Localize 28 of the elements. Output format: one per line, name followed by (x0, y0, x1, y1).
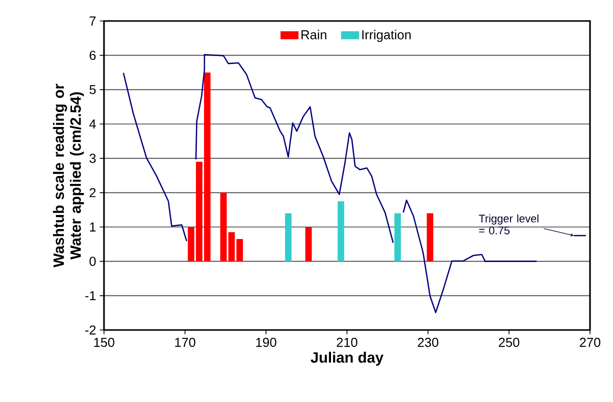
y-tick-label: 4 (89, 120, 96, 128)
x-tick-label: 170 (175, 338, 196, 347)
annotation: Trigger level = 0.75 (478, 214, 538, 234)
y-tick-label: 6 (90, 50, 96, 60)
x-tick-label: 230 (418, 338, 438, 347)
bar (394, 213, 401, 262)
bar (220, 192, 227, 262)
x-tick-label: 150 (94, 338, 114, 347)
x-tick-label: 190 (256, 338, 276, 347)
y-tick-label: 1 (90, 222, 96, 232)
y-tick-label: 5 (90, 85, 96, 94)
y-axis-title: Washtub scale reading or Water applied (cm/2.54) (53, 84, 84, 268)
y-tick-label: 3 (90, 154, 96, 163)
x-tick-label: 250 (498, 338, 520, 347)
legend-label: Rain (302, 30, 326, 40)
y-tick-label: -2 (85, 325, 96, 335)
bar (426, 213, 434, 262)
x-tick-label: 210 (336, 338, 358, 347)
y-tick-label: 7 (90, 16, 96, 26)
legend-label: Irrigation (362, 30, 411, 42)
bar (305, 226, 312, 262)
y-tick-label: 2 (90, 188, 96, 198)
x-axis-title: Julian day (310, 352, 384, 366)
y-tick-label: -1 (85, 291, 96, 300)
bar (285, 213, 292, 262)
bar (338, 201, 344, 262)
y-tick-label: 0 (90, 256, 96, 266)
x-tick-label: 270 (580, 338, 600, 347)
